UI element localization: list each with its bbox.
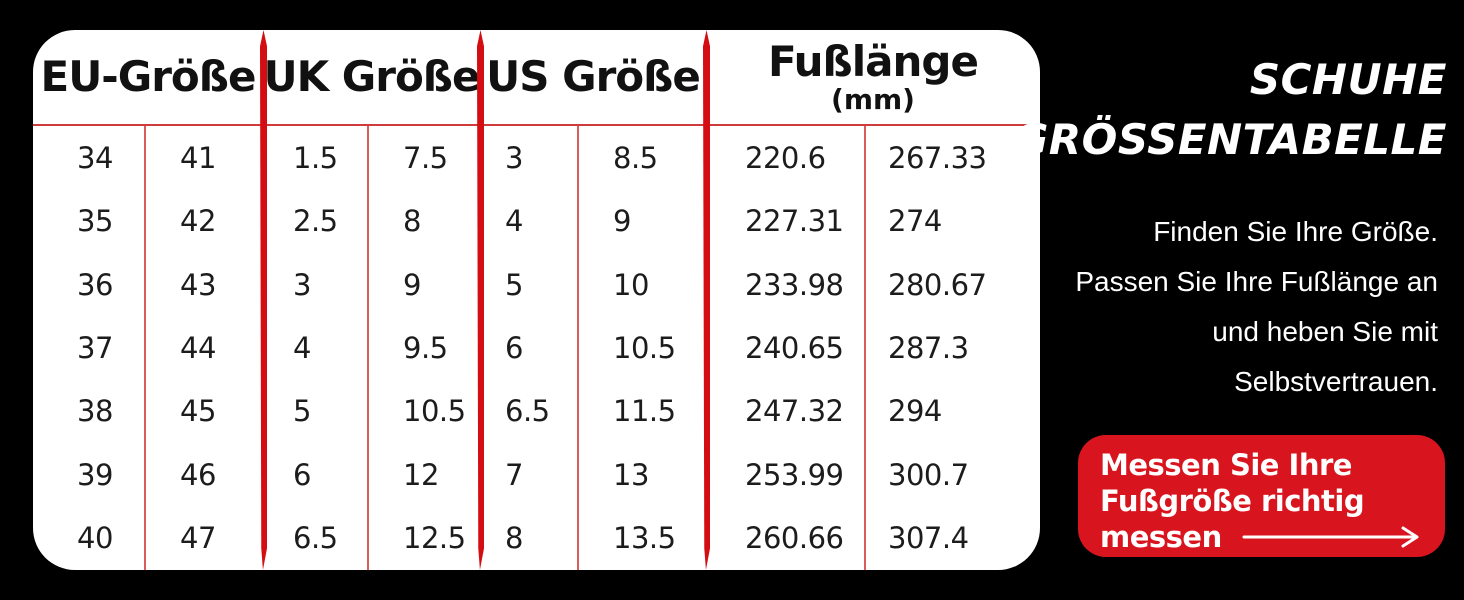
table-cell: 37 xyxy=(77,330,113,365)
eu-subcolumn-divider xyxy=(144,126,146,570)
table-cell: 7.5 xyxy=(403,140,448,175)
page-title: SCHUHE GRÖSSENTABELLE xyxy=(1014,50,1447,170)
table-cell: 274 xyxy=(888,204,942,239)
header-divider-line xyxy=(33,124,1040,126)
table-cell: 9.5 xyxy=(403,330,448,365)
table-cell: 4 xyxy=(505,204,523,239)
table-cell: 5 xyxy=(505,267,523,302)
column-header-uk: UK Größe xyxy=(263,30,480,124)
arrow-right-icon xyxy=(1241,524,1423,550)
table-cell: 47 xyxy=(180,521,216,556)
table-cell: 260.66 xyxy=(745,521,844,556)
table-cell: 39 xyxy=(77,457,113,492)
table-cell: 6 xyxy=(505,330,523,365)
table-cell: 10.5 xyxy=(403,394,466,429)
column-header-us-label: US Größe xyxy=(486,51,701,101)
table-cell: 227.31 xyxy=(745,204,844,239)
table-cell: 1.5 xyxy=(293,140,338,175)
column-header-eu: EU-Größe xyxy=(33,30,263,124)
table-cell: 3 xyxy=(505,140,523,175)
column-header-footlength-label: Fußlänge xyxy=(768,36,979,86)
table-cell: 8 xyxy=(505,521,523,556)
table-cell: 6.5 xyxy=(505,394,550,429)
table-cell: 8.5 xyxy=(613,140,658,175)
measure-feet-button-line1: Messen Sie Ihre xyxy=(1100,448,1352,482)
table-cell: 300.7 xyxy=(888,457,969,492)
intro-text-line: Selbstvertrauen. xyxy=(1234,366,1438,397)
table-cell: 42 xyxy=(180,204,216,239)
column-header-footlength: Fußlänge (mm) xyxy=(706,30,1040,124)
table-body: 34 41 1.5 7.5 3 8.5 220.6 267.33 35 42 2… xyxy=(33,126,1040,570)
table-cell: 247.32 xyxy=(745,394,844,429)
table-cell: 7 xyxy=(505,457,523,492)
table-cell: 3 xyxy=(293,267,311,302)
table-cell: 12 xyxy=(403,457,439,492)
uk-us-group-divider xyxy=(477,30,484,570)
table-cell: 43 xyxy=(180,267,216,302)
table-cell: 287.3 xyxy=(888,330,969,365)
intro-text-line: Finden Sie Ihre Größe. xyxy=(1153,216,1438,247)
table-cell: 6.5 xyxy=(293,521,338,556)
table-cell: 220.6 xyxy=(745,140,826,175)
table-cell: 11.5 xyxy=(613,394,676,429)
measure-feet-button-line3: messen xyxy=(1100,520,1222,554)
table-cell: 6 xyxy=(293,457,311,492)
table-cell: 46 xyxy=(180,457,216,492)
measure-feet-button[interactable]: Messen Sie Ihre Fußgröße richtig messen xyxy=(1078,435,1445,557)
table-cell: 38 xyxy=(77,394,113,429)
table-cell: 307.4 xyxy=(888,521,969,556)
table-cell: 13.5 xyxy=(613,521,676,556)
table-cell: 12.5 xyxy=(403,521,466,556)
column-header-uk-label: UK Größe xyxy=(263,51,480,101)
table-cell: 8 xyxy=(403,204,421,239)
table-cell: 4 xyxy=(293,330,311,365)
table-cell: 35 xyxy=(77,204,113,239)
column-header-eu-label: EU-Größe xyxy=(40,51,257,101)
intro-text-line: Passen Sie Ihre Fußlänge an xyxy=(1075,266,1438,297)
table-cell: 9 xyxy=(613,204,631,239)
table-cell: 10.5 xyxy=(613,330,676,365)
table-cell: 9 xyxy=(403,267,421,302)
measure-feet-button-line2: Fußgröße richtig xyxy=(1100,484,1365,518)
right-panel: SCHUHE GRÖSSENTABELLE Finden Sie Ihre Gr… xyxy=(1014,0,1464,600)
table-cell: 240.65 xyxy=(745,330,844,365)
intro-text: Finden Sie Ihre Größe. Passen Sie Ihre F… xyxy=(1075,207,1438,407)
table-cell: 45 xyxy=(180,394,216,429)
table-cell: 44 xyxy=(180,330,216,365)
table-cell: 280.67 xyxy=(888,267,987,302)
table-cell: 34 xyxy=(77,140,113,175)
column-header-footlength-unit: (mm) xyxy=(831,82,915,116)
table-cell: 267.33 xyxy=(888,140,987,175)
table-cell: 40 xyxy=(77,521,113,556)
intro-text-line: und heben Sie mit xyxy=(1212,316,1438,347)
page-title-line1: SCHUHE xyxy=(1249,55,1447,104)
table-header-row: EU-Größe UK Größe US Größe Fußlänge (mm) xyxy=(33,30,1040,124)
page-title-line2: GRÖSSENTABELLE xyxy=(1013,115,1447,164)
table-cell: 10 xyxy=(613,267,649,302)
eu-uk-group-divider xyxy=(260,30,267,570)
us-footlength-group-divider xyxy=(703,30,710,570)
table-cell: 5 xyxy=(293,394,311,429)
column-header-us: US Größe xyxy=(480,30,706,124)
table-cell: 13 xyxy=(613,457,649,492)
uk-subcolumn-divider xyxy=(367,126,369,570)
us-subcolumn-divider xyxy=(577,126,579,570)
table-cell: 233.98 xyxy=(745,267,844,302)
table-cell: 294 xyxy=(888,394,942,429)
table-cell: 41 xyxy=(180,140,216,175)
footlength-subcolumn-divider xyxy=(864,126,866,570)
size-chart-card: EU-Größe UK Größe US Größe Fußlänge (mm)… xyxy=(33,30,1040,570)
table-cell: 253.99 xyxy=(745,457,844,492)
table-cell: 36 xyxy=(77,267,113,302)
table-cell: 2.5 xyxy=(293,204,338,239)
